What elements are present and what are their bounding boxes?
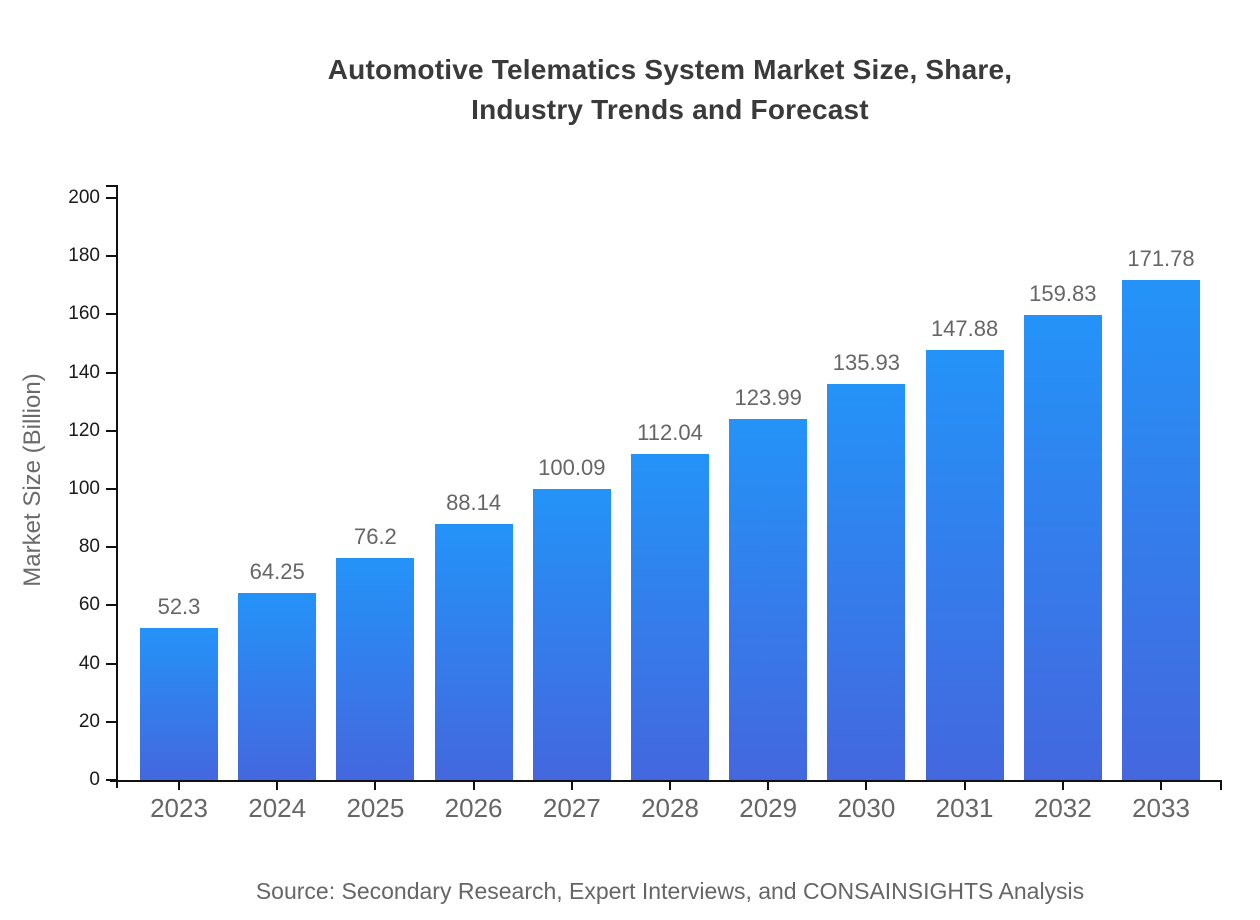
y-axis-tick — [106, 488, 116, 490]
x-tick-label: 2023 — [150, 793, 208, 823]
bar-value-label: 123.99 — [734, 385, 802, 411]
bar-value-label: 147.88 — [930, 315, 999, 341]
bar-2023 — [140, 627, 218, 780]
x-tick-label: 2026 — [444, 793, 503, 823]
bar-2031 — [925, 349, 1004, 780]
bar-2029 — [729, 419, 808, 780]
chart-title-line2: Industry Trends and Forecast — [471, 94, 869, 125]
y-axis-tick — [106, 720, 116, 723]
x-tick-label: 2033 — [1132, 793, 1190, 823]
bar-value-label: 135.93 — [832, 350, 901, 376]
bar-2024 — [238, 593, 317, 780]
x-axis-tick — [178, 782, 180, 790]
y-axis-line — [116, 185, 118, 788]
x-axis-tick — [276, 782, 279, 790]
y-tick-label: 40 — [78, 652, 100, 674]
y-tick-label: 20 — [78, 710, 100, 732]
y-axis-tick — [106, 371, 116, 374]
y-axis-tick — [106, 662, 116, 665]
x-tick-label: 2025 — [346, 793, 405, 823]
bar-2030 — [827, 384, 906, 780]
y-axis-tick — [106, 429, 116, 432]
bar-2026 — [434, 523, 513, 780]
y-tick-label: 80 — [78, 536, 100, 558]
x-tick-label: 2031 — [935, 793, 994, 823]
x-axis-tick — [767, 782, 770, 790]
x-tick-label: 2030 — [837, 793, 896, 823]
y-axis-tick — [106, 779, 116, 781]
y-axis-tick — [106, 255, 116, 258]
bar-value-label: 100.09 — [538, 454, 606, 480]
y-axis-tick — [106, 604, 116, 607]
y-tick-label: 120 — [68, 419, 100, 441]
bar-value-label: 171.78 — [1127, 246, 1195, 272]
y-axis-tick — [106, 313, 116, 316]
chart-title-line1: Automotive Telematics System Market Size… — [327, 54, 1013, 85]
bar-2028 — [631, 453, 709, 780]
y-tick-label: 100 — [68, 478, 100, 499]
bar-value-label: 88.14 — [446, 489, 502, 515]
x-axis-tick — [963, 782, 966, 790]
bar-value-label: 52.3 — [157, 593, 201, 619]
source-note: Source: Secondary Research, Expert Inter… — [255, 878, 1085, 904]
x-axis-tick — [472, 782, 475, 790]
bar-2033 — [1122, 280, 1200, 780]
x-tick-label: 2027 — [542, 793, 601, 823]
x-tick-label: 2024 — [248, 793, 307, 823]
y-tick-label: 200 — [68, 187, 100, 208]
chart-title: Automotive Telematics System Market Size… — [118, 50, 1222, 130]
bar-2027 — [532, 488, 611, 780]
x-axis-tick — [374, 782, 377, 790]
x-axis-tick — [669, 782, 671, 790]
x-tick-label: 2028 — [641, 793, 699, 823]
x-tick-label: 2032 — [1033, 793, 1092, 823]
y-tick-label: 140 — [68, 361, 100, 383]
plot-area: 52.3 64.25 76.2 88.14 100.09 112.04 123.99 135.… — [68, 185, 1222, 823]
y-tick-label: 180 — [68, 245, 100, 267]
bar-2025 — [336, 558, 415, 780]
y-tick-label: 60 — [78, 594, 100, 616]
y-axis-endcap-tick — [106, 185, 116, 187]
bar-value-label: 112.04 — [637, 419, 703, 445]
bar-2032 — [1023, 314, 1102, 780]
x-axis-tick — [865, 782, 868, 790]
x-axis-tick — [1061, 782, 1064, 790]
y-axis-tick — [106, 197, 116, 199]
x-axis-endcap-tick — [1220, 782, 1222, 790]
x-axis-tick — [570, 782, 573, 790]
y-tick-label: 160 — [68, 303, 100, 325]
bar-value-label: 159.83 — [1029, 280, 1097, 306]
bar-value-label: 76.2 — [353, 524, 397, 550]
bar-value-label: 64.25 — [249, 559, 305, 585]
x-axis-line — [110, 780, 1222, 782]
y-axis-tick — [106, 546, 116, 549]
x-tick-label: 2029 — [739, 793, 798, 823]
y-tick-label: 0 — [89, 769, 100, 790]
x-axis-tick — [1160, 782, 1162, 790]
